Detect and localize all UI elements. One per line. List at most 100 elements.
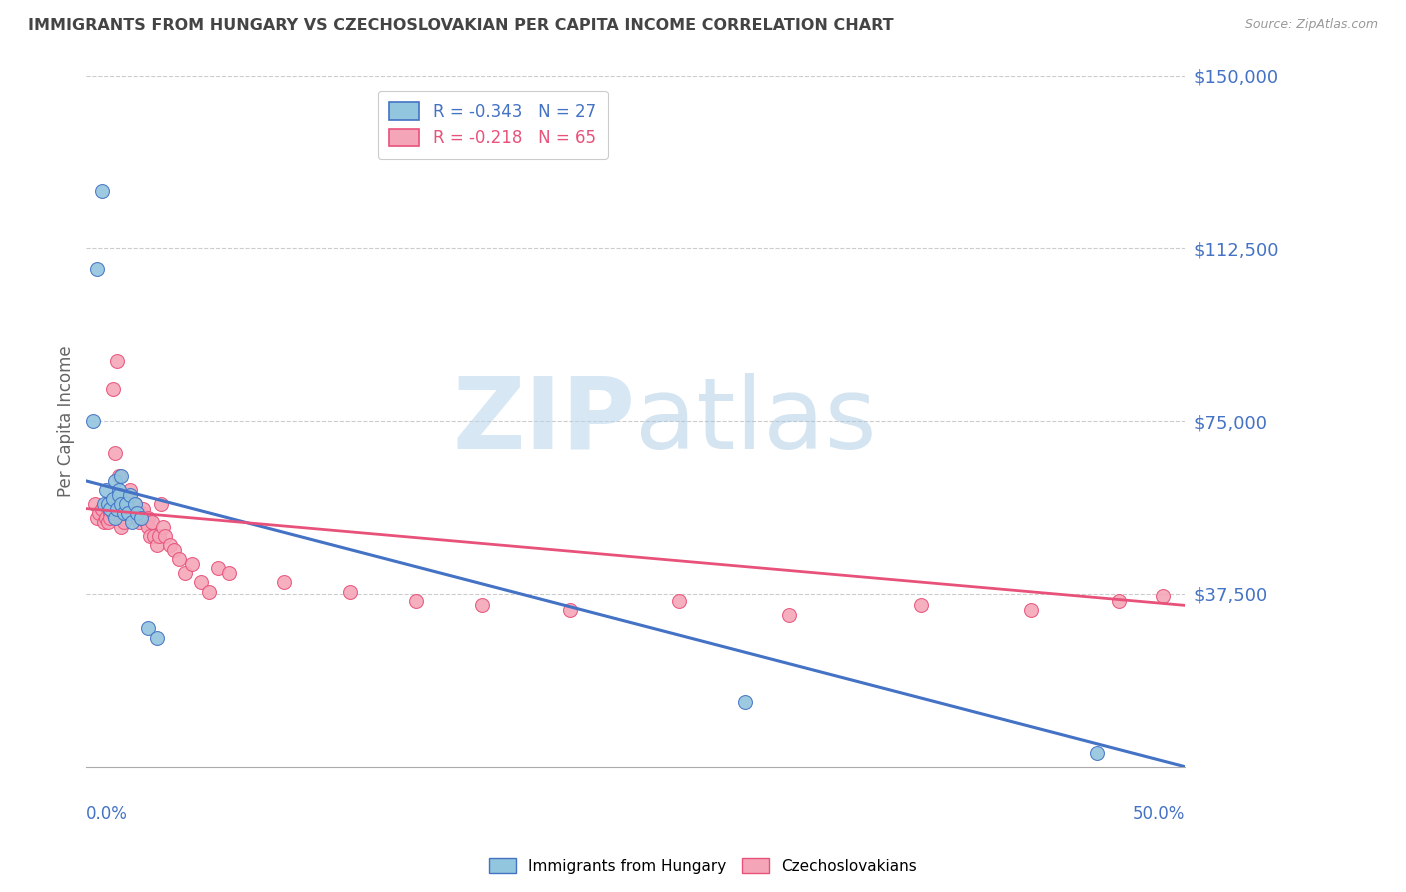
Point [104, 446, 127, 460]
Point [145, 538, 167, 552]
Point [132, 501, 155, 516]
Point [114, 492, 136, 507]
Point [136, 621, 159, 635]
Point [129, 510, 152, 524]
Point [120, 483, 142, 498]
Point [110, 520, 132, 534]
Point [129, 510, 152, 524]
Point [143, 529, 166, 543]
Point [108, 488, 131, 502]
Point [1019, 603, 1042, 617]
Point [163, 543, 186, 558]
Point [180, 557, 202, 571]
Point [124, 497, 146, 511]
Point [120, 501, 142, 516]
Point [97, 516, 120, 530]
Point [93, 497, 115, 511]
Point [141, 516, 163, 530]
Point [110, 510, 132, 524]
Point [149, 497, 172, 511]
Point [100, 501, 122, 516]
Point [1152, 589, 1174, 603]
Point [910, 599, 932, 613]
Point [471, 599, 494, 613]
Point [120, 488, 142, 502]
Text: IMMIGRANTS FROM HUNGARY VS CZECHOSLOVAKIAN PER CAPITA INCOME CORRELATION CHART: IMMIGRANTS FROM HUNGARY VS CZECHOSLOVAKI… [28, 18, 894, 33]
Point [117, 497, 139, 511]
Point [125, 506, 148, 520]
Text: 0.0%: 0.0% [86, 805, 128, 823]
Point [128, 516, 150, 530]
Point [112, 501, 135, 516]
Point [121, 516, 143, 530]
Point [100, 510, 122, 524]
Point [734, 695, 756, 709]
Point [778, 607, 800, 622]
Point [121, 506, 143, 520]
Text: ZIP: ZIP [453, 373, 636, 469]
Point [136, 520, 159, 534]
Y-axis label: Per Capita Income: Per Capita Income [58, 345, 75, 497]
Point [1108, 593, 1130, 607]
Legend: R = -0.343   N = 27, R = -0.218   N = 65: R = -0.343 N = 27, R = -0.218 N = 65 [378, 91, 607, 159]
Point [135, 516, 157, 530]
Point [139, 529, 162, 543]
Point [114, 497, 136, 511]
Point [273, 575, 295, 590]
Point [110, 497, 132, 511]
Point [129, 506, 152, 520]
Point [100, 506, 122, 520]
Point [668, 593, 690, 607]
Point [124, 497, 146, 511]
Point [198, 584, 221, 599]
Point [93, 516, 115, 530]
Point [152, 520, 174, 534]
Text: atlas: atlas [636, 373, 877, 469]
Point [112, 516, 135, 530]
Point [97, 497, 120, 511]
Point [190, 575, 212, 590]
Point [104, 474, 127, 488]
Point [104, 492, 127, 507]
Point [90, 501, 112, 516]
Point [101, 382, 124, 396]
Point [101, 492, 124, 507]
Point [86, 262, 108, 277]
Point [108, 469, 131, 483]
Point [105, 354, 128, 368]
Point [167, 552, 190, 566]
Point [218, 566, 240, 580]
Point [86, 510, 108, 524]
Text: 50.0%: 50.0% [1132, 805, 1185, 823]
Point [89, 506, 111, 520]
Point [1085, 746, 1108, 760]
Point [117, 497, 139, 511]
Point [155, 529, 177, 543]
Point [101, 506, 124, 520]
Point [90, 184, 112, 198]
Point [136, 510, 159, 524]
Point [84, 497, 107, 511]
Point [117, 506, 139, 520]
Point [558, 603, 581, 617]
Point [405, 593, 427, 607]
Text: Source: ZipAtlas.com: Source: ZipAtlas.com [1244, 18, 1378, 31]
Point [112, 506, 135, 520]
Legend: Immigrants from Hungary, Czechoslovakians: Immigrants from Hungary, Czechoslovakian… [482, 852, 924, 880]
Point [207, 561, 229, 575]
Point [94, 510, 117, 524]
Point [105, 497, 128, 511]
Point [125, 506, 148, 520]
Point [148, 529, 170, 543]
Point [125, 510, 148, 524]
Point [339, 584, 361, 599]
Point [82, 414, 104, 428]
Point [105, 501, 128, 516]
Point [159, 538, 181, 552]
Point [145, 631, 167, 645]
Point [110, 469, 132, 483]
Point [124, 506, 146, 520]
Point [174, 566, 197, 580]
Point [104, 510, 127, 524]
Point [94, 483, 117, 498]
